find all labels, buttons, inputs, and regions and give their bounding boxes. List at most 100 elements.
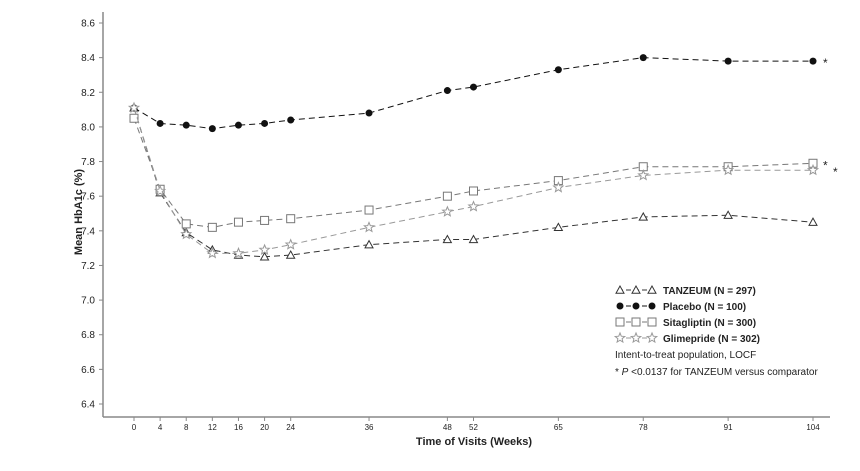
- legend-marker: [615, 317, 625, 327]
- y-tick-label: 6.6: [81, 365, 95, 376]
- series-group: * * *: [127, 54, 838, 261]
- y-tick-label: 8.4: [81, 53, 95, 64]
- data-point: [441, 205, 454, 217]
- data-point: [554, 66, 562, 74]
- x-tick-label: 52: [469, 423, 478, 432]
- legend-label: Sitagliptin (N = 300): [663, 318, 756, 329]
- data-point: [364, 205, 374, 215]
- data-point: [442, 191, 452, 201]
- significance-mark: *: [833, 165, 838, 179]
- x-tick-label: 48: [443, 423, 452, 432]
- y-tick-label: 8.2: [81, 88, 95, 99]
- legend-marker: [632, 302, 640, 310]
- legend-marker: [616, 302, 624, 310]
- legend-marker: [648, 302, 656, 310]
- data-point: [443, 87, 451, 95]
- x-axis-label: Time of Visits (Weeks): [416, 436, 532, 448]
- data-point: [284, 238, 297, 250]
- legend: TANZEUM (N = 297) Placebo (N = 100) Sitagl…: [613, 284, 760, 345]
- x-tick-label: 104: [806, 423, 820, 432]
- population-note: Intent-to-treat population, LOCF: [615, 350, 756, 361]
- data-point: [442, 234, 453, 244]
- x-tick-label: 12: [208, 423, 217, 432]
- data-point: [127, 101, 141, 113]
- data-point: [232, 246, 245, 259]
- x-tick-label: 20: [260, 423, 269, 432]
- x-tick-label: 78: [639, 423, 648, 432]
- legend-marker: [613, 331, 627, 344]
- data-point: [156, 119, 164, 127]
- x-tick-label: 16: [234, 423, 243, 432]
- x-tick-label: 65: [554, 423, 563, 432]
- data-point: [468, 234, 479, 244]
- data-point: [259, 251, 270, 261]
- data-point: [724, 57, 732, 65]
- legend-label: Glimepride (N = 302): [663, 334, 760, 345]
- series-line: [133, 107, 813, 254]
- data-point: [365, 109, 373, 117]
- legend-label: Placebo (N = 100): [663, 302, 746, 313]
- significance-mark: *: [823, 56, 828, 70]
- data-point: [553, 222, 564, 232]
- y-tick-label: 8.0: [81, 122, 95, 133]
- series-star: *: [127, 101, 838, 259]
- series-line: [133, 57, 813, 130]
- legend-marker: [631, 317, 641, 327]
- data-point: [129, 113, 139, 123]
- legend-marker: [645, 331, 659, 344]
- x-tick-label: 36: [365, 423, 374, 432]
- y-tick-label: 6.4: [81, 400, 95, 411]
- legend-marker: [615, 284, 625, 294]
- x-tick-label: 4: [158, 423, 163, 432]
- data-point: [364, 239, 374, 249]
- data-point: [806, 163, 820, 176]
- data-point: [637, 169, 650, 181]
- data-point: [154, 184, 167, 197]
- data-point: [809, 57, 817, 65]
- x-tick-label: 24: [286, 423, 295, 432]
- data-point: [470, 83, 477, 91]
- legend-label: TANZEUM (N = 297): [663, 286, 756, 297]
- series-square: *: [129, 113, 828, 232]
- significance-mark: *: [823, 158, 828, 172]
- y-tick-label: 7.6: [81, 192, 95, 203]
- data-point: [260, 215, 270, 225]
- data-point: [722, 163, 735, 176]
- data-point: [182, 121, 190, 129]
- data-point: [287, 116, 295, 124]
- x-tick-label: 8: [184, 423, 189, 432]
- legend-marker: [647, 317, 657, 327]
- legend-marker: [629, 331, 643, 344]
- x-tick-label: 0: [132, 423, 137, 432]
- data-point: [723, 210, 733, 219]
- data-point: [206, 246, 219, 259]
- data-point: [208, 125, 216, 133]
- data-point: [207, 222, 217, 232]
- data-point: [258, 243, 271, 255]
- data-point: [808, 217, 818, 226]
- data-point: [286, 214, 296, 224]
- footnote: * P <0.0137 for TANZEUM versus comparato…: [615, 367, 818, 378]
- data-point: [639, 54, 647, 62]
- footnote-rest: <0.0137 for TANZEUM versus comparator: [628, 367, 818, 378]
- legend-marker: [631, 284, 641, 294]
- footnote-p: P: [622, 367, 629, 378]
- y-tick-label: 7.4: [81, 226, 95, 237]
- data-point: [638, 211, 649, 221]
- data-point: [234, 121, 242, 129]
- y-tick-label: 7.2: [81, 261, 95, 272]
- y-tick-label: 6.8: [81, 330, 95, 341]
- data-point: [469, 186, 478, 196]
- y-axis-label: Mean HbA1c (%): [73, 169, 85, 256]
- series-triangle: [129, 102, 818, 261]
- data-point: [467, 200, 480, 212]
- series-filled-circle: *: [130, 54, 828, 133]
- y-tick-label: 7.8: [81, 157, 95, 168]
- data-point: [233, 217, 243, 227]
- footnote-star: *: [615, 367, 622, 378]
- y-tick-label: 7.0: [81, 296, 95, 307]
- series-line: [133, 118, 814, 228]
- legend-marker: [647, 284, 657, 294]
- data-point: [261, 119, 269, 127]
